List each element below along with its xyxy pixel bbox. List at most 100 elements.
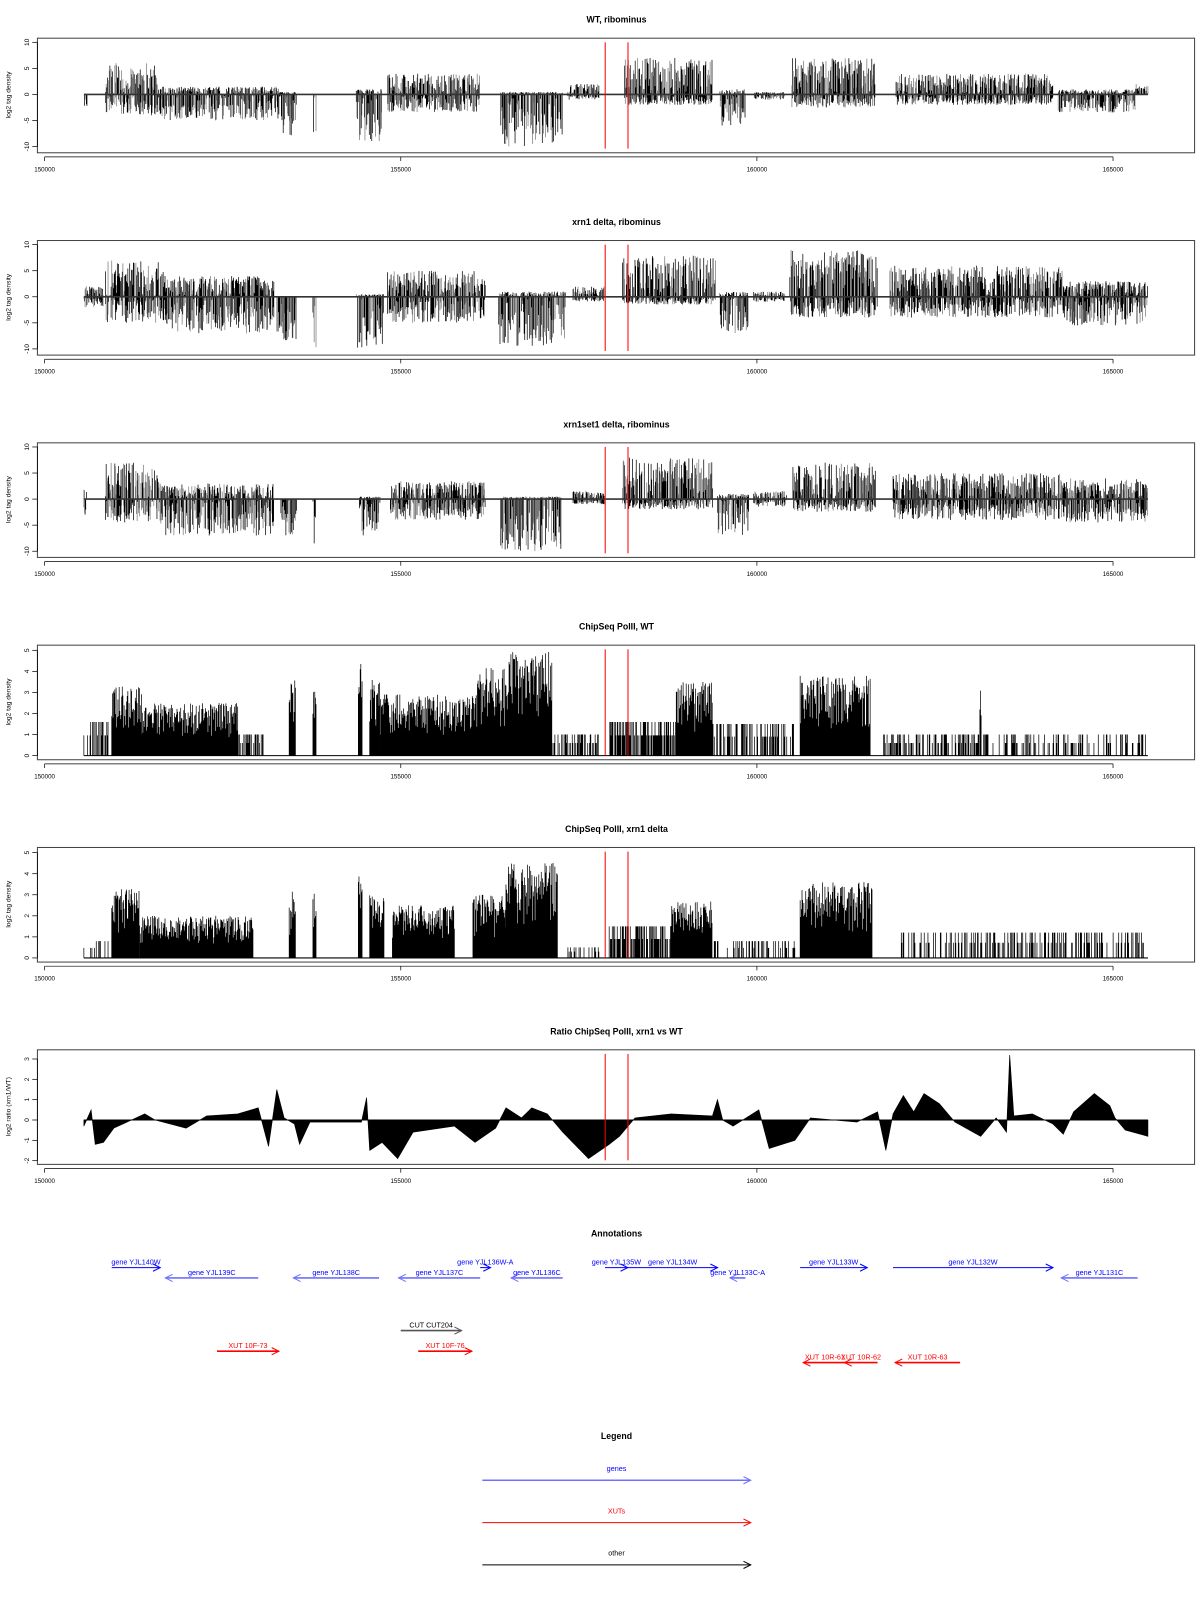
signal-segment [892, 473, 1063, 520]
signal-segment [355, 89, 382, 142]
feature-label: gene YJL137C [416, 1268, 464, 1277]
y-tick-label: 10 [24, 241, 31, 249]
x-tick-label: 155000 [390, 773, 411, 780]
arrow-left-icon [728, 1273, 738, 1283]
panel-6: Ratio ChipSeq PolII, xrn1 vs WT -2 -1 0 1 2 3 l… [6, 1026, 1196, 1185]
signal-segment [392, 905, 455, 958]
signal-segment [799, 675, 871, 756]
signal-segment [139, 915, 254, 958]
signal-segment [105, 462, 160, 523]
legend-label: XUTs [608, 1506, 626, 1515]
signal-segment-light [314, 94, 317, 132]
panel-title: ChipSeq PolII, WT [579, 622, 655, 632]
panel-title: Ratio ChipSeq PolII, xrn1 vs WT [550, 1026, 683, 1036]
x-tick-label: 160000 [747, 571, 768, 578]
feature-label: XUT 10F-73 [228, 1341, 267, 1350]
y-tick-label: -10 [24, 141, 31, 151]
signal-segment-light [624, 58, 711, 105]
signal-segment-light [793, 463, 875, 512]
y-tick-label: 4 [24, 872, 31, 876]
y-tick-label: 0 [24, 956, 31, 960]
y-tick-label: 3 [24, 690, 31, 694]
arrow-right-icon [271, 1347, 281, 1356]
signal-segment-light [895, 473, 1064, 520]
signal-segment [1062, 281, 1148, 326]
x-tick-label: 165000 [1103, 571, 1124, 578]
signal-segment [712, 724, 794, 756]
signal-segment [157, 86, 279, 121]
y-tick-label: 1 [24, 732, 31, 736]
y-tick-label: 0 [24, 295, 31, 299]
signal-segment [474, 668, 507, 756]
y-tick-label: 2 [24, 711, 31, 715]
arrow-right-icon [152, 1263, 162, 1272]
signal-segment [890, 265, 1064, 318]
annotations-panel: Annotations gene YJL140W gene YJL139C gene … [111, 1229, 1138, 1367]
feature-xut: XUT 10R-61 [802, 1352, 847, 1367]
y-tick-label: -10 [24, 546, 31, 556]
panel-title: xrn1 delta, ribominus [572, 217, 661, 227]
signal-segment-light [313, 296, 317, 348]
legend: Legend genes XUTs other [482, 1431, 752, 1569]
signal-segment [105, 65, 158, 116]
legend-label: other [608, 1549, 625, 1558]
signal-segment-light [1067, 281, 1148, 326]
x-tick-label: 160000 [747, 773, 768, 780]
signal-segment [111, 686, 142, 756]
signal-segment [624, 457, 713, 510]
feature-gene: gene YJL132W [893, 1258, 1055, 1272]
y-tick-label: 0 [24, 1118, 31, 1122]
signal-segment [505, 651, 553, 756]
x-tick-label: 155000 [390, 166, 411, 173]
panel-3: xrn1set1 delta, ribominus -10 -5 0 5 10 log2 t… [6, 419, 1196, 578]
feature-label: XUT 10R-61 [805, 1352, 845, 1361]
y-tick-label: 5 [24, 269, 31, 273]
annotations-title: Annotations [591, 1229, 642, 1239]
signal-segment-light [719, 291, 749, 333]
x-tick-label: 165000 [1103, 369, 1124, 376]
y-tick-label: 2 [24, 914, 31, 918]
x-tick-label: 160000 [747, 976, 768, 983]
signal-segment [882, 734, 1146, 756]
signal-segment [280, 499, 297, 536]
arrow-right-icon [620, 1263, 629, 1272]
y-tick-label: 0 [24, 753, 31, 757]
feature-label: gene YJL138C [312, 1268, 360, 1277]
feature-xut: XUT 10R-62 [841, 1352, 881, 1367]
y-axis-label: log2 tag density [6, 476, 13, 524]
arrow-right-icon [710, 1263, 719, 1272]
signal-segment [608, 926, 671, 958]
signal-segment-light [790, 250, 874, 318]
signal-segment [161, 483, 274, 536]
arrow-left-icon [292, 1273, 301, 1283]
legend-title: Legend [601, 1431, 632, 1441]
signal-segment [369, 680, 380, 756]
signal-segment [567, 84, 600, 100]
signal-segment [1062, 478, 1147, 523]
signal-segment [609, 721, 676, 756]
y-tick-label: -5 [24, 117, 31, 123]
legend-item-xut: XUTs [482, 1506, 752, 1527]
arrow-right-icon [743, 1476, 752, 1485]
x-tick-label: 160000 [747, 1178, 768, 1185]
arrow-left-icon [843, 1358, 852, 1367]
signal-segment [900, 932, 1144, 958]
signal-segment [979, 690, 982, 756]
feature-gene: gene YJL140W [111, 1258, 162, 1272]
signal-segment [675, 682, 713, 756]
feature-gene: gene YJL133W [800, 1258, 869, 1272]
signal-segment [552, 734, 599, 756]
signal-segment [312, 893, 317, 958]
y-axis-label: log2 tag density [6, 71, 13, 119]
feature-label: CUT CUT204 [409, 1320, 453, 1329]
feature-label: gene YJL133C-A [710, 1268, 765, 1277]
signal-segment [379, 694, 476, 756]
signal-segment [288, 891, 296, 958]
x-tick-label: 150000 [34, 976, 55, 983]
legend-item-other: other [482, 1549, 752, 1569]
signal-segment [83, 721, 109, 756]
signal-segment-light [276, 296, 296, 340]
signal-segment [789, 250, 878, 318]
signal-segment [792, 462, 876, 512]
